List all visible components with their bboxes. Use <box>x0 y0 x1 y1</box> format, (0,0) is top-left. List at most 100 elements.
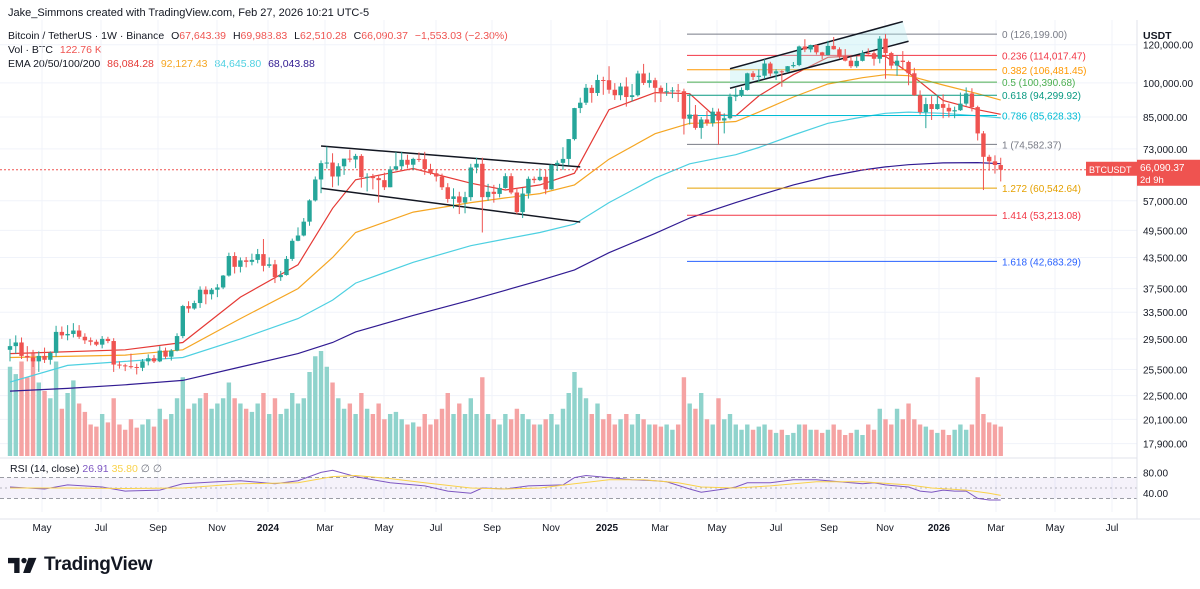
candle-body <box>324 162 329 164</box>
candle-body <box>151 358 157 362</box>
candle-body <box>382 180 387 188</box>
volume-bar <box>272 398 278 456</box>
volume-bar <box>848 432 854 456</box>
candle-body <box>606 80 612 90</box>
candle-body <box>635 73 641 96</box>
volume-bar <box>831 424 836 456</box>
volume-bar <box>629 424 635 456</box>
volume-bar <box>151 426 157 456</box>
time-tick-label: Jul <box>95 523 108 534</box>
volume-bar <box>923 426 929 456</box>
volume-value: 122.76 K <box>59 44 102 56</box>
volume-bar <box>785 435 790 456</box>
volume-bar <box>330 382 335 456</box>
candle-body <box>981 133 986 157</box>
candle-body <box>963 93 969 104</box>
fib-level-label: 1.414 (53,213.08) <box>1002 211 1081 222</box>
volume-bar <box>278 414 283 456</box>
candle-body <box>687 114 692 119</box>
candle-body <box>750 73 756 77</box>
candle-body <box>843 56 848 61</box>
volume-bar <box>284 408 289 456</box>
volume-bar <box>359 393 364 456</box>
price-tick-label: 29,500.00 <box>1143 335 1188 346</box>
candle-body <box>284 258 289 276</box>
candle-body <box>146 358 151 362</box>
volume-bar <box>243 408 249 456</box>
volume-bar <box>226 382 232 456</box>
volume-bar <box>987 422 992 456</box>
volume-bar <box>249 411 255 456</box>
fib-level-label: 1 (74,582.37) <box>1002 140 1062 151</box>
candle-body <box>601 80 606 82</box>
candle-body <box>393 166 399 170</box>
volume-bar <box>19 361 24 456</box>
candle-body <box>255 254 260 260</box>
candle-body <box>906 61 911 74</box>
fib-level-label: 0.236 (114,017.47) <box>1002 51 1086 62</box>
candle-body <box>238 260 243 267</box>
countdown-label: 2d 9h <box>1140 175 1164 186</box>
candle-body <box>272 264 278 278</box>
visibility-icon-2[interactable]: ∅ <box>152 463 163 475</box>
ema-100-value: 84,645.80 <box>214 58 262 70</box>
candle-body <box>998 165 1003 170</box>
volume-bar <box>722 419 727 456</box>
visibility-icon[interactable]: ∅ <box>140 463 150 475</box>
volume-bar <box>180 377 185 456</box>
volume-bar <box>209 408 214 456</box>
candle-body <box>837 49 842 57</box>
price-tick-label: 22,500.00 <box>1143 392 1188 403</box>
volume-bar <box>710 424 715 456</box>
candle-body <box>117 364 122 366</box>
volume-bar <box>664 424 669 456</box>
candle-body <box>531 178 537 181</box>
high-value: 69,988.83 <box>240 30 288 42</box>
volume-bar <box>255 403 260 456</box>
rsi-label[interactable]: RSI (14, close) <box>10 463 80 475</box>
ema-label[interactable]: EMA 20/50/100/200 <box>8 58 101 70</box>
volume-bar <box>405 424 410 456</box>
symbol-tag-label: BTCUSDT <box>1089 165 1132 175</box>
symbol-title[interactable]: Bitcoin / TetherUS · 1W · Binance <box>8 30 165 42</box>
candle-body <box>987 156 992 162</box>
volume-bar <box>220 398 226 456</box>
volume-bar <box>140 424 145 456</box>
candle-body <box>658 87 664 92</box>
candle-body <box>768 63 773 74</box>
candle-body <box>428 169 433 174</box>
price-tick-label: 100,000.00 <box>1143 79 1193 90</box>
volume-bar <box>618 419 623 456</box>
volume-bar <box>998 426 1003 456</box>
candle-body <box>722 118 727 121</box>
volume-bar <box>699 393 704 456</box>
candle-body <box>664 91 669 93</box>
candle-body <box>578 102 583 109</box>
volume-bar <box>445 393 450 456</box>
candle-body <box>226 256 232 276</box>
candle-body <box>353 155 358 160</box>
candle-body <box>364 176 370 178</box>
candle-body <box>675 90 681 92</box>
volume-bar <box>480 377 485 456</box>
volume-bar <box>963 429 969 456</box>
volume-bar <box>560 408 566 456</box>
tradingview-logo[interactable]: TradingView <box>8 554 153 576</box>
candle-body <box>952 110 957 112</box>
candle-body <box>30 357 36 362</box>
volume-bar <box>727 414 733 456</box>
volume-bar <box>197 398 203 456</box>
candle-body <box>474 163 479 168</box>
volume-bar <box>825 429 831 456</box>
volume-bar <box>474 414 479 456</box>
candle-body <box>652 80 658 88</box>
volume-bar <box>307 372 312 456</box>
time-tick-label: 2024 <box>257 523 280 534</box>
candle-body <box>42 355 47 360</box>
candle-body <box>422 159 427 170</box>
volume-bar <box>71 380 76 456</box>
volume-bar <box>428 424 433 456</box>
candle-body <box>313 179 318 201</box>
volume-bar <box>30 353 36 456</box>
